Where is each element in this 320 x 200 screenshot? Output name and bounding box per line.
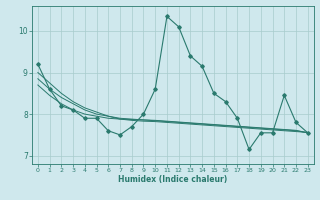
X-axis label: Humidex (Indice chaleur): Humidex (Indice chaleur) xyxy=(118,175,228,184)
